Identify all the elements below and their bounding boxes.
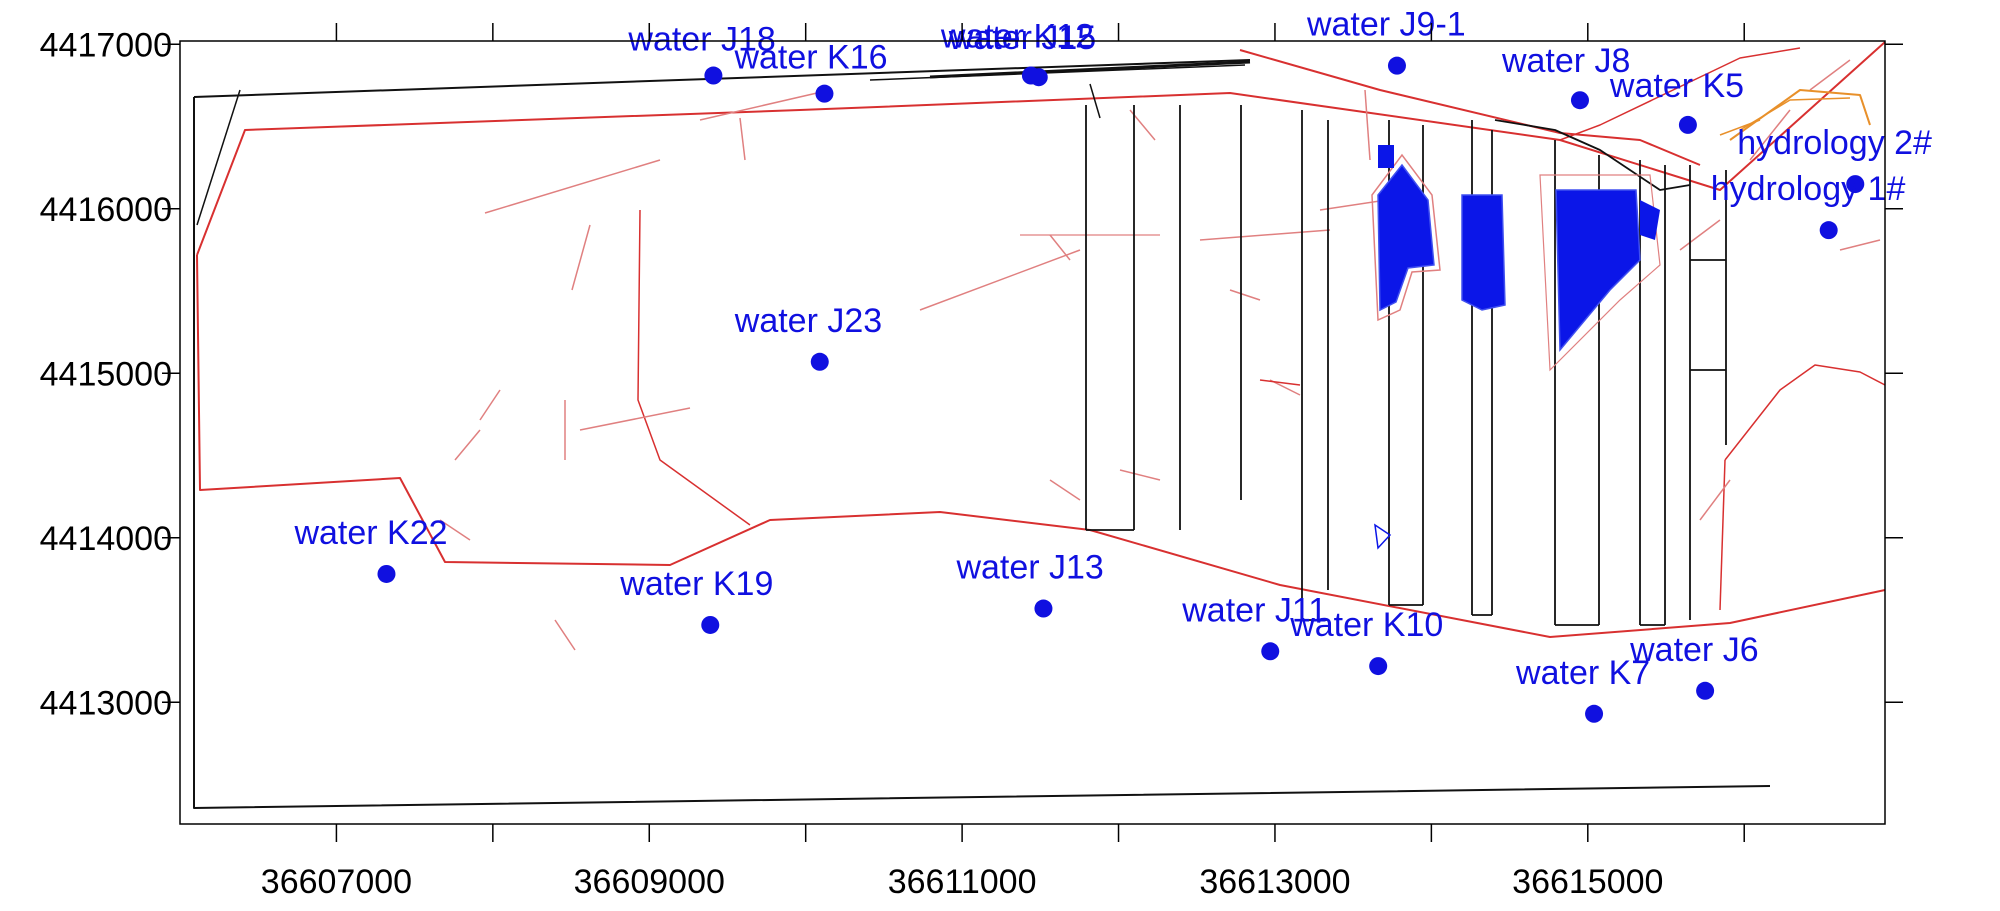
water-well-label: water K22 [293,514,447,552]
x-tick-label: 36613000 [1199,863,1350,901]
water-well-label: water K19 [619,565,773,603]
y-tick-label: 4417000 [40,26,172,64]
water-well-label: water K7 [1515,654,1650,692]
fault-line [1119,469,1161,481]
goaf-area [1461,194,1506,311]
water-well-marker [1819,221,1838,240]
goaf-halo [1539,174,1661,372]
goaf-area [1377,163,1435,312]
fault-line [1229,289,1261,301]
north-roadway-2 [869,64,1246,81]
fault-line [579,407,691,431]
water-well-label: water J13 [955,549,1103,587]
water-well-label: hydrology 1# [1711,170,1906,208]
water-well-label: water J18 [627,21,775,59]
water-well-marker [1696,681,1715,700]
orange-structure [1739,97,1851,131]
water-well-marker [377,564,396,583]
x-tick-label: 36615000 [1512,863,1663,901]
fault-line [739,117,746,161]
orange-structure [1719,119,1761,136]
x-tick-label: 36607000 [261,863,412,901]
goaf-halo [1371,153,1441,322]
fault-line [919,249,1081,311]
water-well-label: water K12 [940,18,1094,56]
water-well-label: water J6 [1629,631,1759,669]
y-tick-label: 4415000 [40,355,172,393]
water-well-label: water J23 [734,302,882,340]
water-well-label: hydrology 2# [1737,124,1932,162]
water-well-marker [1029,68,1048,87]
fault-line [1049,479,1081,501]
goaf-small [1374,523,1392,550]
fault-line [484,159,661,214]
fault-line [1364,89,1371,161]
y-tick-label: 4414000 [40,520,172,558]
fault-line [1839,239,1881,251]
fault-line [1199,229,1331,241]
mine-boundary-south [196,254,1886,638]
y-axis: 4417000 4416000 4415000 4414000 4413000 [40,26,1903,722]
goaf-area [1640,200,1660,240]
water-well-marker [1261,642,1280,661]
outer-boundary-line [193,97,1771,809]
water-well-marker [1585,704,1604,723]
plot-frame [179,40,1886,825]
nw-roadway [196,89,241,226]
water-well-marker [1034,599,1053,618]
east-boundary-e [1724,364,1886,461]
water-well-label: water J8 [1501,42,1631,80]
outer-boundary-top [193,59,1251,98]
goaf-area [1555,189,1641,353]
water-well-marker [1846,175,1865,194]
water-well-marker [1570,91,1589,110]
mine-linework [193,41,1886,809]
fault-line [1699,479,1731,521]
fault-line [439,519,471,541]
water-well-label: water K16 [733,39,887,77]
water-well-label: water J9-1 [1306,6,1466,44]
x-tick-label: 36609000 [574,863,725,901]
water-well-label: water J11 [1181,591,1327,629]
short-roadway [1089,83,1101,119]
fault-line [1679,219,1721,251]
water-well-label: water J15 [948,19,1096,57]
water-well-marker [1369,657,1388,676]
water-well-marker [810,352,829,371]
fault-line [699,89,831,121]
y-tick-label: 4416000 [40,191,172,229]
east-boundary-s [1719,459,1726,611]
fault-line [554,619,576,651]
fault-line [479,389,501,421]
x-tick-label: 36611000 [888,863,1037,901]
water-well-label: water K5 [1609,67,1744,105]
fault-line [1749,109,1791,161]
internal-boundary [637,209,751,526]
fault-line [1049,234,1071,261]
ne-boundary [1559,47,1801,141]
y-tick-label: 4413000 [40,684,172,722]
fault-line [1809,59,1851,91]
goaf-area [1378,145,1394,168]
north-main-roadway [929,60,1251,79]
fault-line [454,429,481,461]
water-well-marker [701,615,720,634]
goaf-water-areas [1371,145,1661,550]
x-axis: 36607000 36609000 36611000 36613000 36615000 [261,23,1745,901]
fault-red [1259,379,1301,386]
water-well-marker [704,66,723,85]
ne-main-roadway [1494,119,1691,191]
mine-boundary-north [196,41,1886,256]
water-well-marker [1387,56,1406,75]
water-well-marker [1678,115,1697,134]
water-well-marker [815,84,834,103]
water-well-label: water K10 [1289,606,1443,644]
fault-line [571,224,591,291]
